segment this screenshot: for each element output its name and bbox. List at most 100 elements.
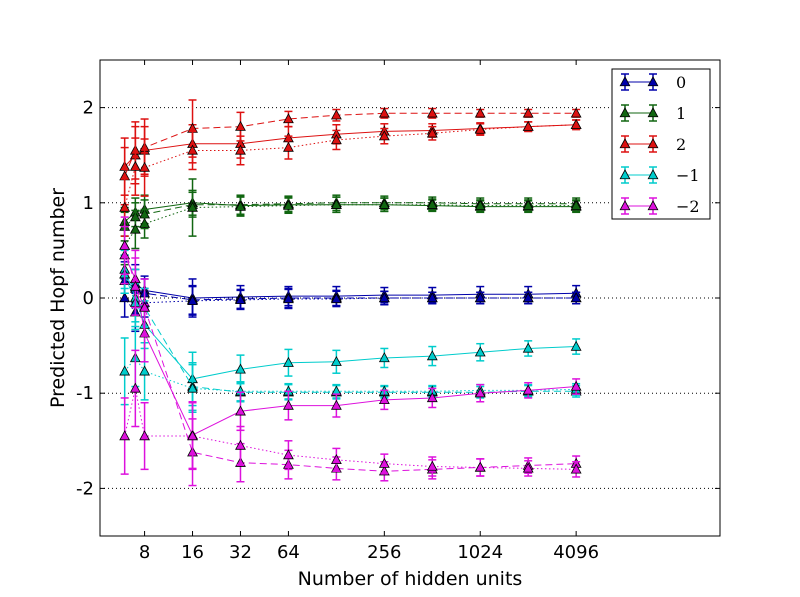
data-point xyxy=(378,107,390,118)
data-point xyxy=(570,463,582,474)
series-line xyxy=(124,245,577,472)
y-axis-label: Predicted Hopf number xyxy=(47,188,69,408)
data-point xyxy=(570,107,582,118)
data-point xyxy=(378,292,390,303)
series-line xyxy=(124,269,577,380)
data-point xyxy=(187,144,198,155)
data-point xyxy=(426,460,438,471)
data-point xyxy=(426,107,438,118)
data-point xyxy=(426,350,438,361)
data-point xyxy=(235,120,246,131)
data-point xyxy=(330,399,342,410)
x-tick-label: 8 xyxy=(139,542,150,563)
data-point xyxy=(426,198,438,209)
data-point xyxy=(426,292,438,303)
data-point xyxy=(474,123,486,134)
x-tick-label: 64 xyxy=(277,542,300,563)
data-point xyxy=(235,363,246,374)
data-point xyxy=(570,340,582,351)
data-point xyxy=(139,365,150,376)
data-point xyxy=(378,457,390,468)
legend-entry: 1 xyxy=(619,104,686,123)
legend: 0 1 2 −1 −2 xyxy=(611,68,711,220)
data-point xyxy=(283,356,294,367)
data-point xyxy=(330,293,342,304)
y-tick-label: -1 xyxy=(76,383,94,404)
data-point xyxy=(570,118,582,129)
data-point xyxy=(474,461,486,472)
data-point xyxy=(139,301,150,312)
data-point xyxy=(283,399,294,410)
legend-marker xyxy=(647,169,659,180)
data-point xyxy=(187,430,198,441)
data-point xyxy=(426,127,438,138)
data-point xyxy=(426,392,438,403)
data-point xyxy=(283,113,294,124)
data-point xyxy=(474,387,486,398)
legend-label: 0 xyxy=(676,73,686,92)
x-tick-label: 4096 xyxy=(553,542,599,563)
series-run xyxy=(119,118,582,237)
data-point xyxy=(283,141,294,152)
data-point xyxy=(119,239,131,250)
legend-marker xyxy=(647,76,659,87)
data-point xyxy=(187,201,198,212)
data-point xyxy=(139,430,150,441)
data-point xyxy=(330,198,342,209)
x-axis-label: Number of hidden units xyxy=(298,568,523,590)
series-line xyxy=(124,254,577,436)
data-point xyxy=(129,382,141,393)
series-line xyxy=(124,357,577,392)
data-point xyxy=(378,198,390,209)
legend-marker xyxy=(619,138,631,149)
data-point xyxy=(378,352,390,363)
y-tick-label: 2 xyxy=(83,98,94,119)
data-point xyxy=(570,199,582,210)
data-point xyxy=(474,292,486,303)
legend-entry: 0 xyxy=(619,73,686,92)
legend-marker xyxy=(619,107,631,118)
data-point xyxy=(474,199,486,210)
x-tick-label: 256 xyxy=(367,542,401,563)
legend-marker xyxy=(647,107,659,118)
data-point xyxy=(522,384,534,395)
data-point xyxy=(235,144,246,155)
data-point xyxy=(139,217,150,228)
data-point xyxy=(187,295,198,306)
legend-marker xyxy=(647,200,659,211)
data-point xyxy=(283,449,294,460)
data-point xyxy=(235,200,246,211)
legend-label: −2 xyxy=(676,197,700,216)
series-run xyxy=(119,349,582,478)
x-tick-label: 16 xyxy=(181,542,204,563)
data-point xyxy=(330,454,342,464)
legend-marker xyxy=(619,169,631,180)
data-point xyxy=(119,430,131,441)
legend-label: 2 xyxy=(676,135,686,154)
legend-entry: −1 xyxy=(619,166,700,185)
legend-label: 1 xyxy=(676,104,686,123)
legend-marker xyxy=(619,200,631,211)
legend-entry: 2 xyxy=(619,135,686,154)
data-point xyxy=(119,292,131,303)
x-tick-label: 1024 xyxy=(457,542,503,563)
data-point xyxy=(378,130,390,141)
data-point xyxy=(522,292,534,303)
data-point xyxy=(139,161,150,172)
data-point xyxy=(235,439,246,450)
legend-marker xyxy=(647,138,659,149)
x-tick-label: 32 xyxy=(229,542,252,563)
data-point xyxy=(129,160,141,171)
data-point xyxy=(330,355,342,366)
series-line xyxy=(124,388,577,470)
data-point xyxy=(474,346,486,357)
data-point xyxy=(474,107,486,118)
legend-label: −1 xyxy=(676,166,700,185)
legend-marker xyxy=(619,76,631,87)
y-tick-label: 1 xyxy=(83,193,94,214)
data-point xyxy=(570,380,582,391)
series-layer xyxy=(119,99,582,487)
data-point xyxy=(522,342,534,353)
data-point xyxy=(235,405,246,416)
data-point xyxy=(522,462,534,473)
